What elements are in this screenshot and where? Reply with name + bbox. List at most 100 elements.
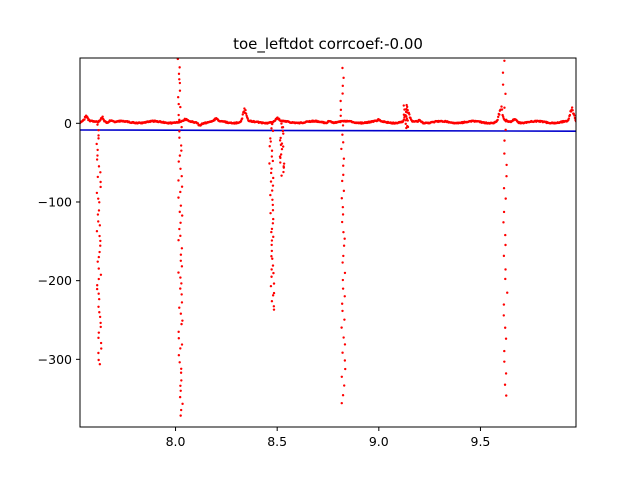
data-point xyxy=(241,113,244,116)
data-point xyxy=(178,81,182,85)
data-point xyxy=(99,185,102,189)
data-point xyxy=(271,129,275,133)
data-point xyxy=(504,128,507,132)
data-point xyxy=(278,139,282,142)
data-point xyxy=(340,302,344,305)
data-point xyxy=(341,92,344,95)
data-point xyxy=(501,115,505,118)
data-point xyxy=(341,213,345,216)
data-point xyxy=(97,209,101,212)
data-point xyxy=(341,278,345,282)
data-point xyxy=(97,165,101,168)
data-point xyxy=(179,367,183,370)
data-point xyxy=(342,336,345,339)
data-point xyxy=(573,116,576,120)
data-point xyxy=(504,277,507,281)
data-point xyxy=(176,58,180,61)
data-point xyxy=(282,170,285,174)
data-point xyxy=(97,336,100,340)
data-point xyxy=(180,322,183,326)
data-point xyxy=(96,175,100,179)
data-point xyxy=(98,224,102,227)
data-point xyxy=(177,160,180,163)
data-point xyxy=(270,268,273,271)
data-point xyxy=(340,326,343,329)
data-point xyxy=(97,277,100,281)
data-point xyxy=(340,401,343,405)
data-point xyxy=(179,105,182,109)
data-point xyxy=(503,139,506,142)
data-point xyxy=(178,89,182,92)
data-point xyxy=(180,301,184,304)
data-point xyxy=(406,124,409,128)
data-point xyxy=(269,137,272,140)
data-point xyxy=(503,349,506,353)
y-tick-label: −200 xyxy=(38,273,72,288)
data-point xyxy=(178,136,181,139)
data-point xyxy=(343,359,347,362)
data-point xyxy=(176,96,180,99)
data-point xyxy=(342,173,345,177)
data-point xyxy=(279,161,282,164)
data-point xyxy=(408,113,411,116)
data-point xyxy=(403,108,406,111)
data-point xyxy=(99,171,102,174)
data-point xyxy=(404,122,407,126)
data-point xyxy=(503,152,506,155)
x-tick-label: 8.5 xyxy=(267,434,287,449)
data-point xyxy=(279,153,283,156)
data-point xyxy=(97,134,100,137)
data-point xyxy=(272,235,275,239)
data-point xyxy=(270,300,274,303)
data-point xyxy=(272,305,276,308)
data-point xyxy=(178,227,181,231)
y-tick-label: 0 xyxy=(64,116,72,131)
data-point xyxy=(503,383,507,386)
data-point xyxy=(270,167,273,170)
data-point xyxy=(281,126,285,129)
data-point xyxy=(99,239,102,243)
data-point xyxy=(179,312,183,315)
data-point xyxy=(177,337,181,340)
data-point xyxy=(95,158,99,161)
plot-clip-group xyxy=(80,58,576,417)
data-point xyxy=(573,114,576,117)
chart-title: toe_leftdot corrcoef:-0.00 xyxy=(233,35,423,54)
data-point xyxy=(99,325,102,329)
data-point xyxy=(341,205,345,209)
data-point xyxy=(503,59,506,62)
data-point xyxy=(97,137,100,140)
data-point xyxy=(271,209,275,212)
data-point xyxy=(343,384,346,387)
data-point xyxy=(271,264,275,267)
data-point xyxy=(244,112,248,115)
data-point xyxy=(496,118,499,122)
data-point xyxy=(341,261,344,264)
data-point xyxy=(340,147,343,151)
data-point xyxy=(505,163,508,167)
data-point xyxy=(180,185,184,188)
data-point xyxy=(180,265,184,268)
y-tick-label: −100 xyxy=(38,194,72,209)
data-point xyxy=(97,197,100,200)
data-point xyxy=(570,106,574,109)
data-point xyxy=(571,109,574,112)
data-point xyxy=(270,127,273,130)
data-point xyxy=(95,191,99,195)
data-point xyxy=(99,341,103,345)
data-point xyxy=(271,222,275,225)
data-point xyxy=(270,275,273,278)
data-point xyxy=(343,237,346,240)
data-point xyxy=(269,284,273,288)
data-point xyxy=(568,113,572,117)
data-point xyxy=(342,164,345,167)
data-point xyxy=(179,384,182,388)
data-point xyxy=(179,234,182,238)
data-point xyxy=(279,156,282,160)
data-point xyxy=(179,190,182,194)
data-point xyxy=(95,287,99,291)
data-point xyxy=(98,201,101,204)
data-point xyxy=(179,204,183,207)
